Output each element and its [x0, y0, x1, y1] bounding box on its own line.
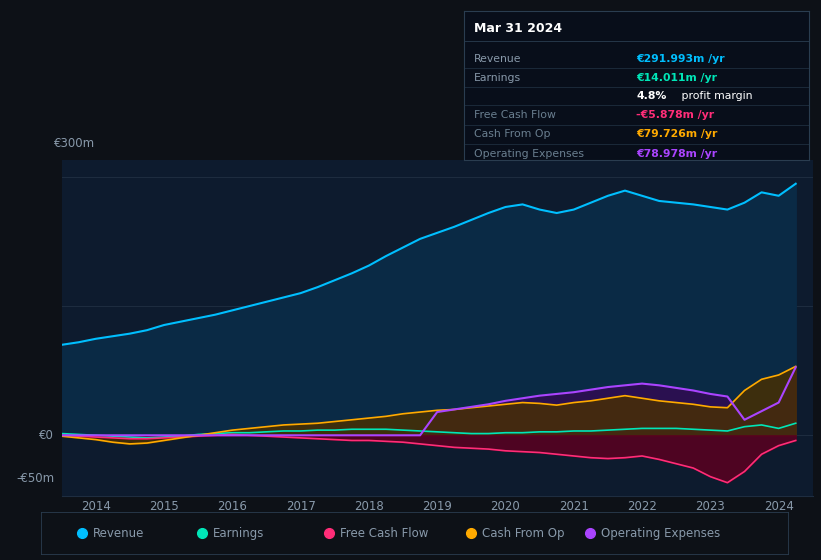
Text: Operating Expenses: Operating Expenses: [602, 527, 721, 540]
Text: €78.978m /yr: €78.978m /yr: [636, 148, 718, 158]
Text: €14.011m /yr: €14.011m /yr: [636, 73, 718, 83]
Text: Operating Expenses: Operating Expenses: [475, 148, 585, 158]
Text: Earnings: Earnings: [475, 73, 521, 83]
Text: €79.726m /yr: €79.726m /yr: [636, 129, 718, 139]
Text: Free Cash Flow: Free Cash Flow: [475, 110, 556, 120]
Text: Mar 31 2024: Mar 31 2024: [475, 22, 562, 35]
Text: 4.8%: 4.8%: [636, 91, 667, 101]
Text: Revenue: Revenue: [94, 527, 144, 540]
Text: profit margin: profit margin: [677, 91, 752, 101]
Text: €0: €0: [39, 429, 54, 442]
Text: Earnings: Earnings: [213, 527, 264, 540]
Text: €300m: €300m: [54, 137, 95, 150]
Text: Cash From Op: Cash From Op: [475, 129, 551, 139]
Text: Revenue: Revenue: [475, 54, 521, 64]
Text: Cash From Op: Cash From Op: [482, 527, 564, 540]
Text: -€50m: -€50m: [16, 472, 54, 485]
Text: €291.993m /yr: €291.993m /yr: [636, 54, 725, 64]
Text: -€5.878m /yr: -€5.878m /yr: [636, 110, 714, 120]
Text: Free Cash Flow: Free Cash Flow: [340, 527, 429, 540]
